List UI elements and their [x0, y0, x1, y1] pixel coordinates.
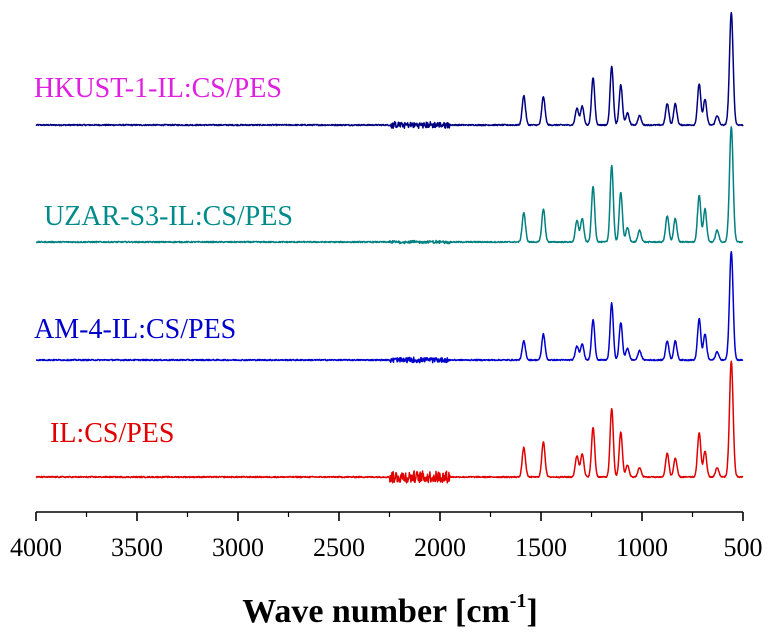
x-tick-label-1000: 1000 — [616, 533, 668, 562]
x-tick-label-4000: 4000 — [10, 533, 62, 562]
series-line-2 — [35, 126, 744, 245]
x-axis-label-superscript: -1 — [510, 590, 527, 612]
x-axis-ticks: 4000 3500 3000 2500 2000 1500 1000 500 — [10, 512, 763, 562]
series-line-3 — [35, 250, 744, 364]
series-line-4 — [35, 360, 744, 484]
x-tick-label-500: 500 — [724, 533, 763, 562]
series-line-1 — [35, 11, 744, 130]
x-tick-label-2000: 2000 — [414, 533, 466, 562]
series-label-3: AM-4-IL:CS/PES — [34, 314, 236, 345]
x-tick-label-3000: 3000 — [212, 533, 264, 562]
series-labels: HKUST-1-IL:CS/PES UZAR-S3-IL:CS/PES AM-4-I… — [34, 73, 293, 449]
x-tick-label-3500: 3500 — [111, 533, 163, 562]
x-axis-label: Wave number [cm-1] — [242, 590, 538, 630]
series-label-4: IL:CS/PES — [50, 418, 174, 449]
series-layer — [35, 11, 744, 484]
x-tick-label-2500: 2500 — [313, 533, 365, 562]
x-tick-label-1500: 1500 — [515, 533, 567, 562]
series-label-1: HKUST-1-IL:CS/PES — [34, 73, 282, 104]
series-label-2: UZAR-S3-IL:CS/PES — [44, 201, 293, 232]
x-axis-label-close: ] — [526, 593, 537, 630]
